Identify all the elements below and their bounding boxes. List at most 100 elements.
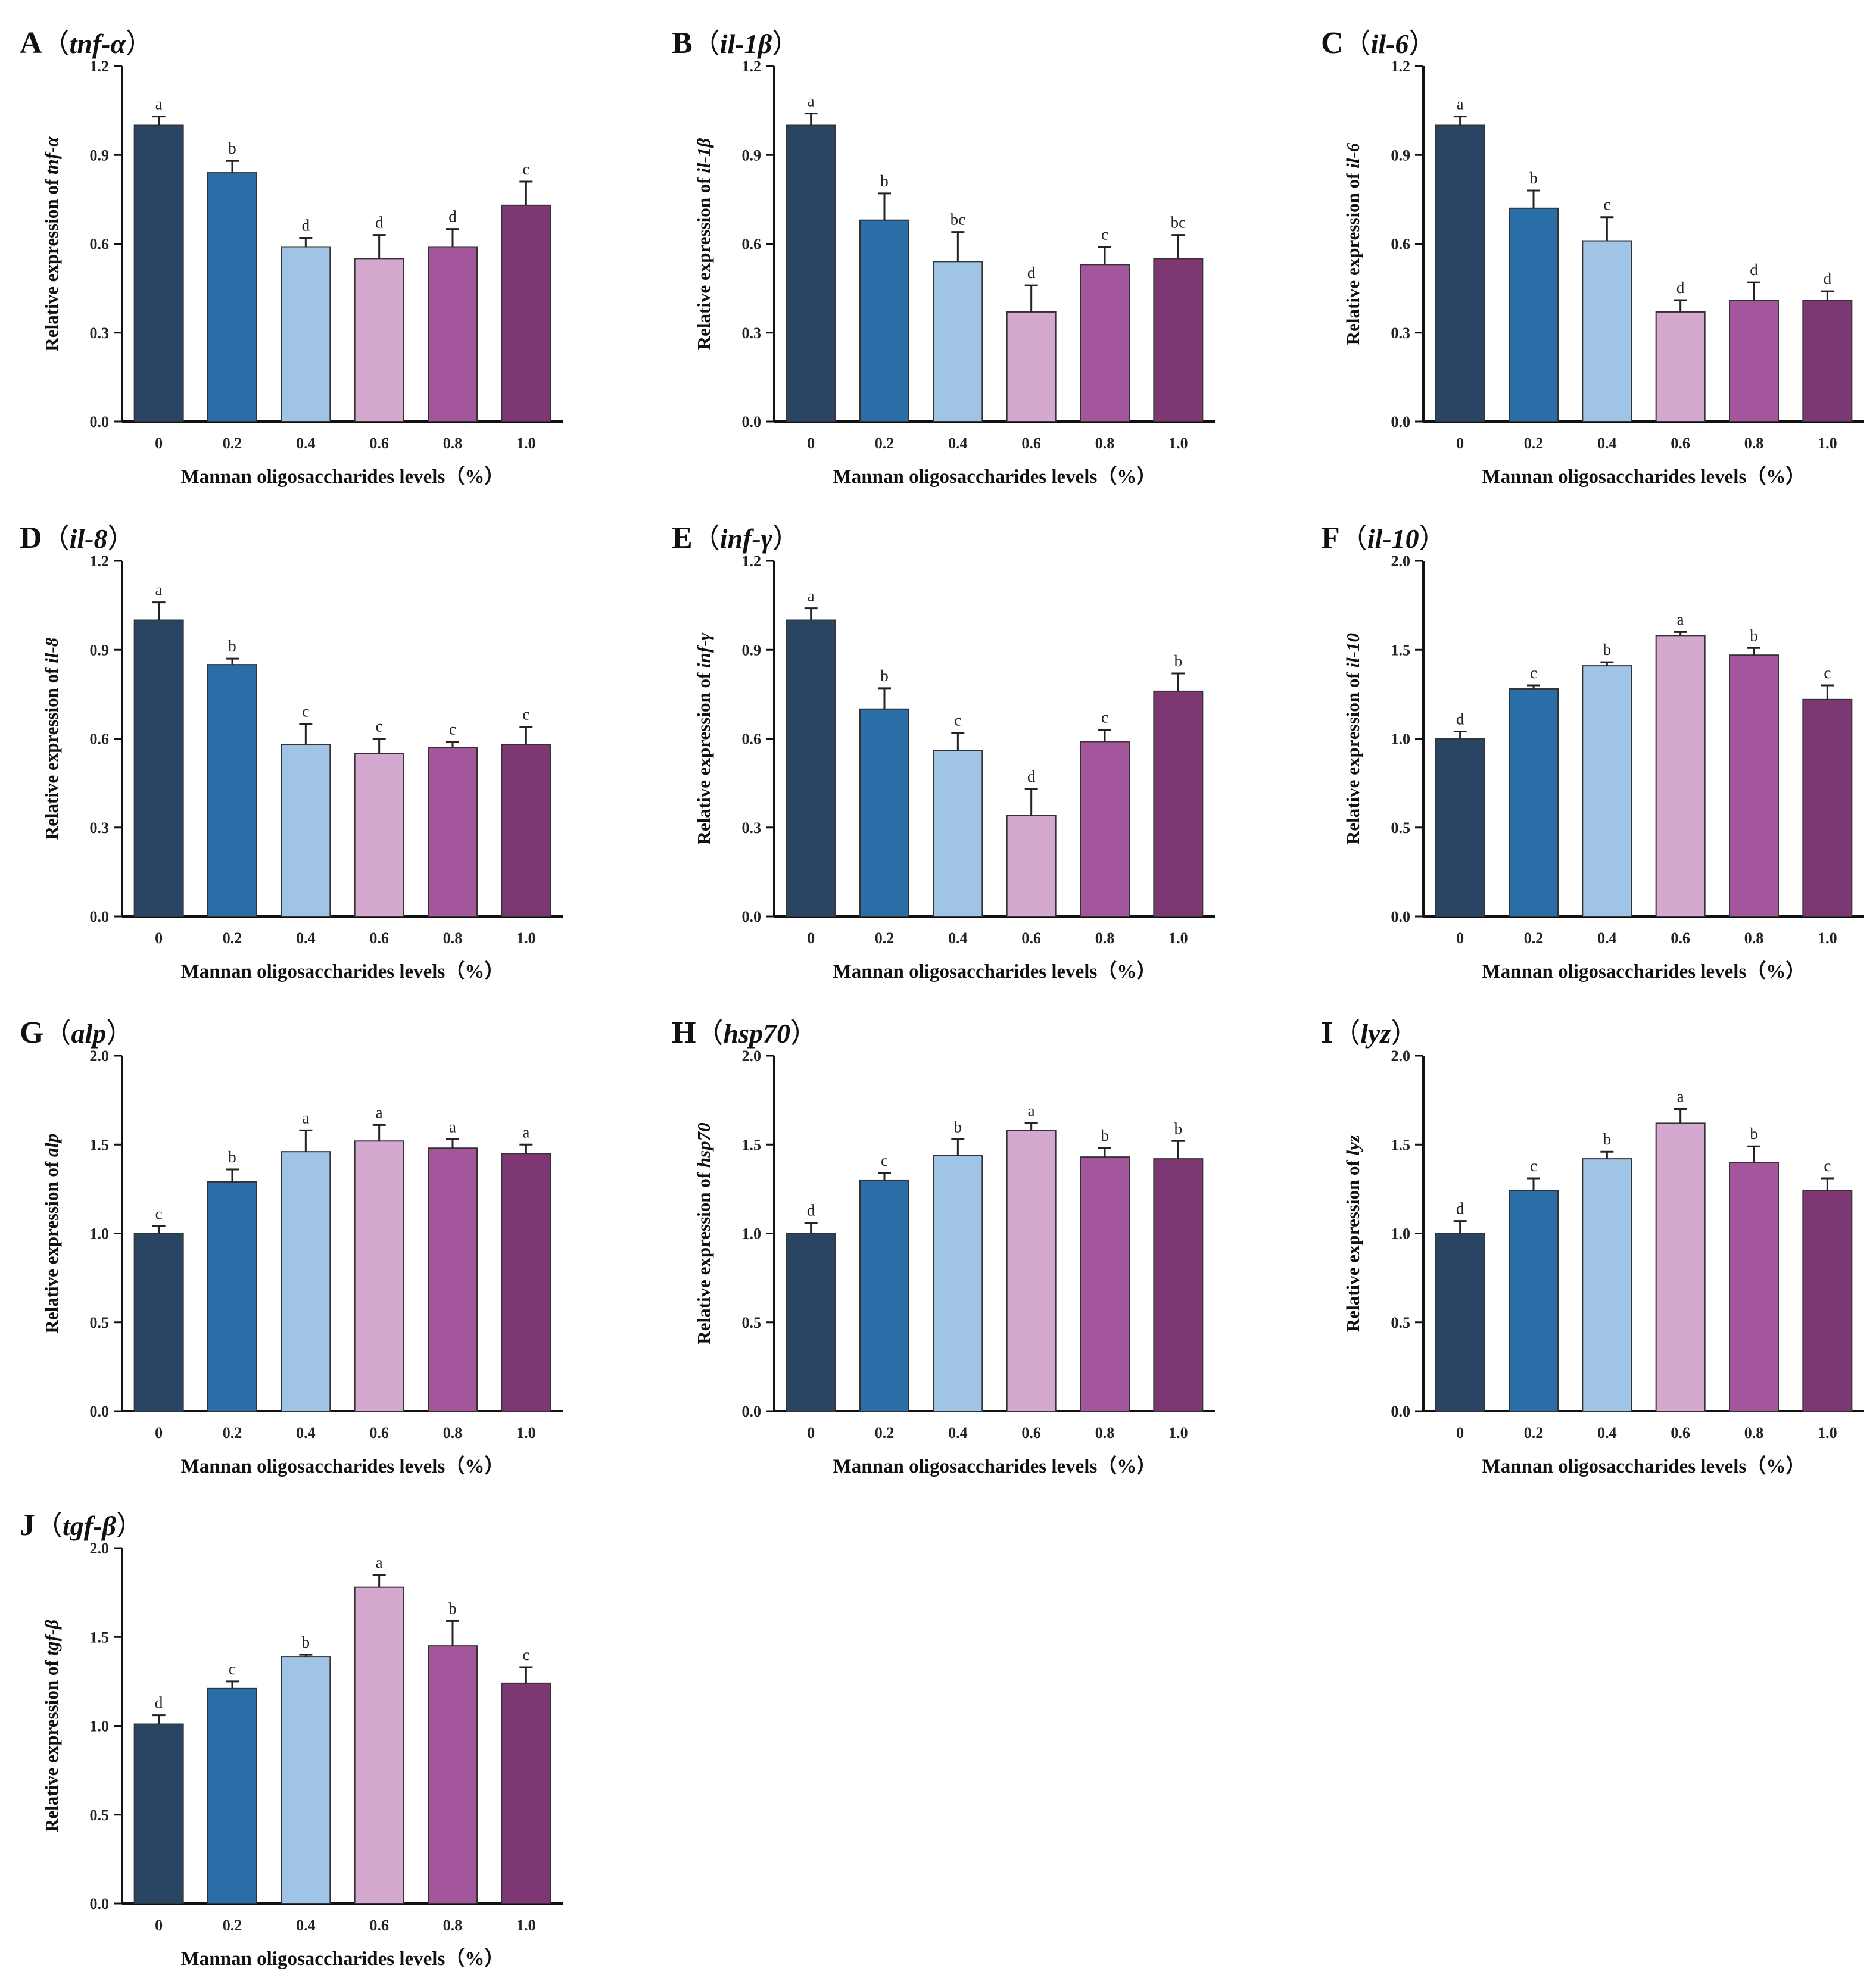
x-tick-label: 0.2 [875,435,895,452]
bar [1582,665,1632,917]
bar [1509,688,1559,918]
panel-paren-close: ） [1408,29,1436,59]
panel-paren-close: ） [772,29,799,59]
bar [1802,698,1853,917]
y-tick-label: 2.0 [1391,1047,1411,1065]
x-tick-label: 0.6 [1021,929,1041,947]
bar [933,750,983,918]
bar [933,1155,983,1412]
y-axis-label: Relative expression of il-1β [693,138,714,350]
bar [859,1179,909,1412]
y-axis-label: Relative expression of hsp70 [693,1122,714,1344]
significance-letter: d [1676,279,1685,297]
bar [354,258,404,422]
y-axis-label-prefix: Relative expression of [41,174,62,351]
x-tick-label: 0.4 [296,435,316,452]
y-tick-label: 1.2 [742,58,762,75]
x-tick-label: 1.0 [1168,929,1188,947]
bar [207,664,257,917]
y-tick-label: 0.0 [90,908,110,925]
panel-paren-open: （ [693,523,720,554]
panel-paren-open: （ [43,1018,71,1049]
significance-letter: c [522,706,529,723]
y-tick-label: 0.9 [1391,146,1411,164]
panel-letter: C [1321,26,1344,60]
panel-paren-open: （ [1340,523,1367,554]
x-tick-label: 0.4 [1597,435,1617,452]
y-axis-label-prefix: Relative expression of [41,1656,62,1832]
x-tick-label: 0.6 [369,929,389,947]
panel-paren-close: ） [107,523,135,554]
y-tick-label: 0.9 [742,641,762,659]
panel-paren-open: （ [1333,1018,1360,1049]
panel-letter: I [1321,1016,1333,1050]
bar [1435,738,1485,917]
x-tick-label: 0.8 [443,1917,463,1934]
panel-paren-open: （ [1344,29,1371,59]
significance-letter: c [449,720,456,738]
y-tick-label: 0.5 [742,1314,762,1331]
panel-gene: inf-γ [720,523,773,554]
x-tick-label: 0.8 [1095,435,1115,452]
x-tick-label: 0.6 [369,1917,389,1934]
y-tick-label: 0.0 [90,1403,110,1420]
significance-letter: b [1750,1125,1758,1143]
significance-letter: a [376,1553,383,1571]
significance-letter: a [155,581,163,599]
x-tick-label: 0 [1456,435,1464,452]
panel-letter: H [672,1016,696,1050]
y-tick-label: 1.5 [1391,641,1411,659]
bar [354,753,404,917]
bar [428,1147,478,1412]
x-axis-label: Mannan oligosaccharides levels（%） [833,960,1157,982]
x-axis-label: Mannan oligosaccharides levels（%） [181,1948,504,1970]
significance-letter: a [1677,610,1684,628]
significance-letter: c [302,703,309,720]
y-tick-label: 1.0 [1391,731,1411,748]
bar [1802,300,1853,422]
x-tick-label: 0.2 [1524,435,1544,452]
panel-paren-close: ） [1419,523,1447,554]
y-tick-label: 0.0 [742,413,762,431]
x-tick-label: 0.6 [1671,929,1690,947]
bar [1509,207,1559,422]
x-tick-label: 0.6 [1021,1424,1041,1442]
bar [1435,124,1485,422]
significance-letter: bc [1171,214,1186,232]
bar [1153,690,1204,918]
panel-title: H（hsp70） [672,1016,818,1050]
y-tick-label: 0.0 [742,1403,762,1420]
bar [1729,654,1779,917]
y-axis-label: Relative expression of tgf-β [41,1620,62,1832]
significance-letter: b [1174,652,1183,670]
bar [1006,1130,1057,1412]
panel-paren-close: ） [772,523,800,554]
x-tick-label: 0.6 [369,435,389,452]
significance-letter: b [448,1599,457,1617]
x-tick-label: 1.0 [516,929,536,947]
bar [786,124,836,422]
y-axis-label-prefix: Relative expression of [693,1168,714,1344]
y-tick-label: 0.5 [90,1807,110,1824]
y-tick-label: 1.0 [1391,1225,1411,1243]
y-axis-label-gene: il-8 [41,637,62,663]
x-tick-label: 0.8 [443,929,463,947]
panel-paren-open: （ [693,29,720,59]
bar [786,1233,836,1412]
significance-letter: b [1101,1127,1109,1144]
significance-letter: a [376,1103,383,1121]
significance-letter: c [1530,1157,1537,1175]
panel-paren-open: （ [35,1511,63,1541]
panel-paren-close: ） [126,29,153,59]
bar [1582,1158,1632,1412]
x-tick-label: 0 [155,929,163,947]
panel-paren-close: ） [106,1018,133,1049]
x-tick-label: 0.6 [1021,435,1041,452]
x-tick-label: 0.4 [948,929,968,947]
x-axis-label: Mannan oligosaccharides levels（%） [181,960,504,982]
panel-letter: G [20,1016,43,1050]
y-tick-label: 0.0 [742,908,762,925]
bar [207,1181,257,1412]
